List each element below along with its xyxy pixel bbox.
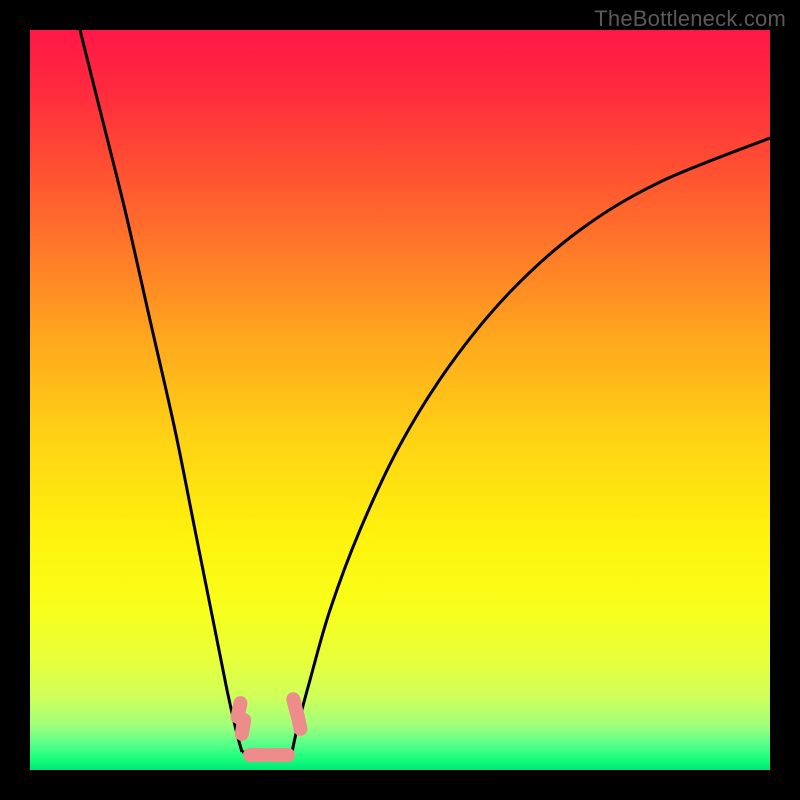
data-marker (265, 748, 295, 762)
chart-container (30, 30, 770, 770)
data-marker (289, 707, 309, 737)
watermark-text: TheBottleneck.com (594, 6, 786, 32)
bottleneck-curve (30, 30, 770, 770)
